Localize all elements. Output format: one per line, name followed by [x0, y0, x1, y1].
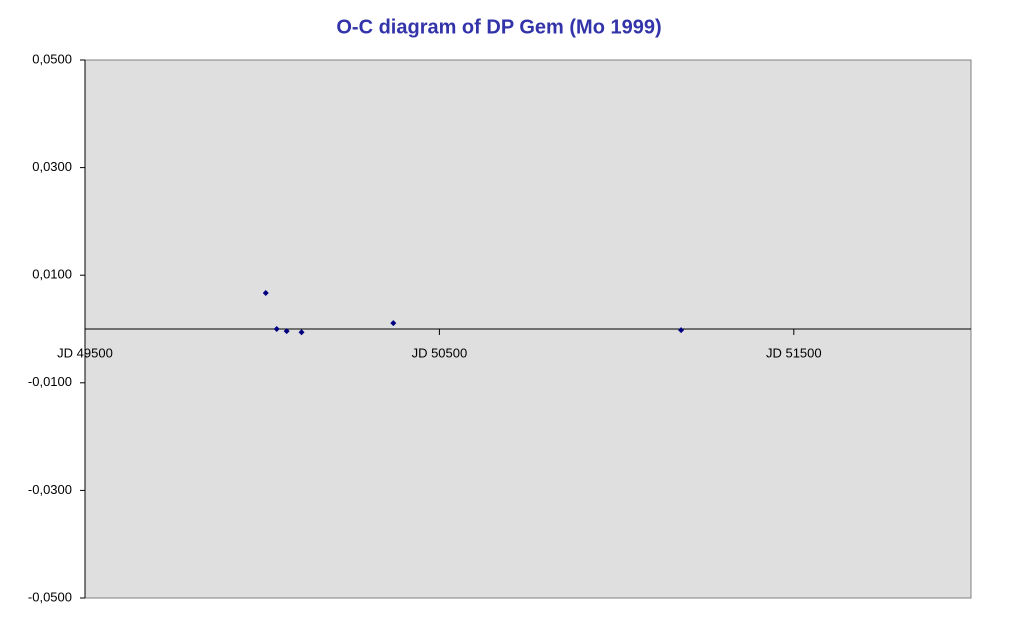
- point: [262, 289, 269, 296]
- y-tick-label: -0,0300: [28, 482, 72, 497]
- point: [390, 320, 397, 327]
- y-tick-label: -0,0500: [28, 589, 72, 604]
- x-tick-label: JD 51500: [766, 345, 822, 360]
- y-tick-label: -0,0100: [28, 374, 72, 389]
- y-tick-label: 0,0500: [32, 51, 72, 66]
- chart-title: O-C diagram of DP Gem (Mo 1999): [336, 16, 661, 38]
- y-tick-label: 0,0300: [32, 159, 72, 174]
- y-tick-label: 0,0100: [32, 267, 72, 282]
- x-tick-label: JD 50500: [412, 345, 468, 360]
- point: [273, 326, 280, 332]
- point: [283, 328, 290, 335]
- point: [678, 327, 685, 334]
- point: [298, 329, 305, 336]
- x-tick-label: JD 49500: [57, 345, 113, 360]
